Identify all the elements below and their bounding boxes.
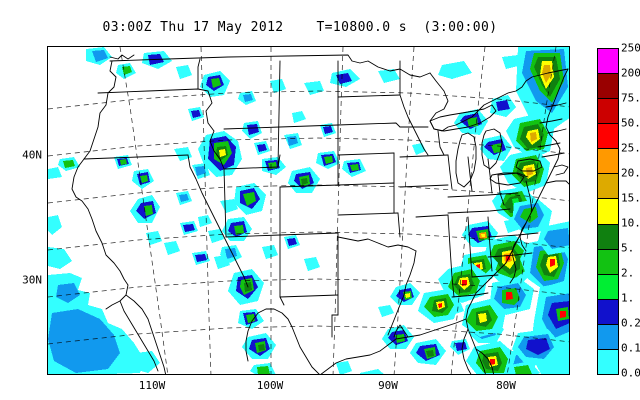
- colorbar-band-15-20: [598, 174, 618, 200]
- colorbar-label-0: 250.: [621, 41, 640, 55]
- colorbar-label-1: 200.: [621, 66, 640, 80]
- y-tick-40n: 40N: [22, 148, 42, 162]
- colorbar-band-010-025: [598, 324, 618, 350]
- precip-great-basin: [48, 155, 320, 271]
- colorbar: [597, 48, 619, 375]
- x-tick-90w: 90W: [378, 379, 398, 392]
- x-tick-80w: 80W: [496, 379, 516, 392]
- precip-mid-atlantic: [460, 235, 569, 293]
- precip-central-rockies: [174, 121, 366, 215]
- colorbar-label-7: 10.: [621, 216, 640, 230]
- figure-title: 03:00Z Thu 17 May 2012 T=10800.0 s (3:00…: [102, 20, 498, 35]
- x-tick-110w: 110W: [138, 379, 166, 392]
- colorbar-band-5-10: [598, 224, 618, 250]
- colorbar-band-2-5: [598, 249, 618, 275]
- map-gridlines: [48, 47, 569, 374]
- colorbar-label-13: 0.01: [621, 366, 640, 380]
- colorbar-label-10: 1.: [621, 291, 635, 305]
- map-canvas: [48, 47, 569, 374]
- colorbar-band-1-2: [598, 274, 618, 300]
- colorbar-band-50-75: [598, 99, 618, 125]
- y-tick-30n: 30N: [22, 273, 42, 287]
- colorbar-band-001-010: [598, 349, 618, 375]
- precipitation-field: [48, 47, 569, 374]
- colorbar-band-200-250: [598, 49, 618, 75]
- colorbar-label-4: 25.: [621, 141, 640, 155]
- colorbar-band-25-50: [598, 124, 618, 150]
- precip-northern-rockies: [188, 71, 286, 121]
- colorbar-label-6: 15.: [621, 191, 640, 205]
- colorbar-label-9: 2.: [621, 266, 635, 280]
- colorbar-label-2: 75.: [621, 91, 640, 105]
- colorbar-label-12: 0.10: [621, 341, 640, 355]
- colorbar-band-20-25: [598, 149, 618, 175]
- colorbar-label-8: 5.: [621, 241, 635, 255]
- x-tick-100w: 100W: [256, 379, 284, 392]
- precip-pacific-offshore: [48, 215, 160, 374]
- colorbar-label-11: 0.25: [621, 316, 640, 330]
- map-boundaries: [71, 54, 569, 374]
- precip-northern-plains: [292, 55, 522, 155]
- precip-appalachians-newengland: [454, 47, 569, 235]
- colorbar-labels: 250. 200. 75. 50. 25. 20. 15. 10. 5. 2. 1. 0.25 0.10…: [621, 42, 640, 380]
- precip-atlantic-offshore: [512, 221, 569, 374]
- colorbar-band-10-15: [598, 199, 618, 225]
- precip-pacific-northwest: [86, 47, 192, 79]
- colorbar-label-5: 20.: [621, 166, 640, 180]
- map-plot-area: [47, 46, 570, 375]
- colorbar-band-025-1: [598, 299, 618, 325]
- precip-florida: [466, 341, 540, 374]
- precip-southwest-line: [180, 215, 276, 374]
- colorbar-band-75-200: [598, 74, 618, 100]
- colorbar-label-3: 50.: [621, 116, 640, 130]
